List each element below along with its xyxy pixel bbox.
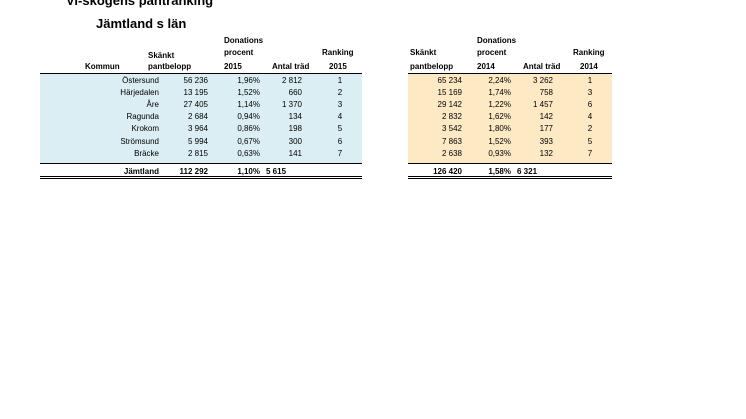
bottom-rule-2015-b	[40, 178, 362, 179]
header-ranking-2015-line1: Ranking	[322, 48, 354, 57]
cell-skankt-2015: 3 964	[187, 124, 208, 134]
cell-antal-2015: 2 812	[281, 76, 302, 85]
header-skankt-2015-line1: Skänkt	[148, 51, 175, 60]
cell-ranking-2015: 7	[337, 148, 343, 158]
header-skankt-2015-line2: pantbelopp	[148, 62, 192, 71]
cell-kommun: Härjedalen	[120, 88, 159, 98]
header-skankt-2014-line1: Skänkt	[410, 48, 437, 57]
header-procent-2015-line2: procent	[224, 48, 254, 57]
header-ranking-2015-line2: 2015	[329, 62, 347, 71]
page-title: Vi-skogens pantranking	[66, 0, 214, 8]
cell-antal-2015: 300	[288, 136, 302, 146]
header-ranking-2014-line2: 2014	[580, 62, 598, 71]
cell-ranking-2014: 1	[587, 76, 593, 85]
header-rule-2014	[408, 73, 612, 74]
bottom-rule-2015-a	[40, 176, 362, 177]
cell-skankt-2014: 29 142	[437, 100, 462, 110]
data-band-2014	[408, 74, 612, 163]
cell-skankt-2014: 65 234	[437, 76, 462, 85]
total-kommun: Jämtland	[123, 167, 159, 176]
total-antal-2014: 6 321	[517, 167, 538, 176]
cell-antal-2015: 1 370	[281, 100, 302, 110]
cell-ranking-2014: 3	[587, 88, 593, 98]
cell-procent-2014: 1,52%	[488, 136, 511, 146]
cell-procent-2015: 0,86%	[237, 124, 260, 134]
header-rule-2015	[40, 73, 362, 74]
cell-procent-2014: 2,24%	[488, 76, 511, 85]
cell-procent-2014: 1,80%	[488, 124, 511, 134]
cell-ranking-2015: 6	[337, 136, 343, 146]
cell-skankt-2015: 5 994	[187, 136, 208, 146]
header-procent-2014-line2: procent	[477, 48, 507, 57]
page-subtitle: Jämtland s län	[96, 16, 187, 31]
cell-ranking-2014: 2	[587, 124, 593, 134]
cell-antal-2015: 141	[288, 148, 302, 158]
header-procent-2014-line3: 2014	[477, 62, 495, 71]
cell-procent-2015: 0,94%	[237, 112, 260, 122]
cell-skankt-2015: 13 195	[183, 88, 208, 98]
cell-procent-2014: 1,74%	[488, 88, 511, 98]
header-kommun: Kommun	[85, 62, 120, 71]
cell-skankt-2014: 2 638	[441, 148, 462, 158]
cell-antal-2015: 198	[288, 124, 302, 134]
cell-ranking-2014: 5	[587, 136, 593, 146]
cell-skankt-2014: 7 863	[441, 136, 462, 146]
data-band-2015	[40, 74, 362, 163]
bottom-rule-2014-b	[408, 178, 612, 179]
cell-procent-2015: 1,52%	[237, 88, 260, 98]
cell-ranking-2015: 4	[337, 112, 343, 122]
cell-ranking-2014: 4	[587, 112, 593, 122]
cell-skankt-2014: 15 169	[437, 88, 462, 98]
header-antal-2014: Antal träd	[523, 62, 561, 71]
cell-procent-2014: 1,62%	[488, 112, 511, 122]
cell-ranking-2015: 3	[337, 100, 343, 110]
cell-kommun: Ragunda	[126, 112, 159, 122]
header-ranking-2014-line1: Ranking	[573, 48, 605, 57]
total-rule-2014	[408, 163, 612, 164]
cell-skankt-2015: 56 236	[183, 76, 208, 85]
cell-procent-2014: 0,93%	[488, 148, 511, 158]
cell-antal-2014: 393	[539, 136, 553, 146]
total-procent-2015: 1,10%	[237, 167, 260, 176]
cell-antal-2014: 142	[539, 112, 553, 122]
cell-ranking-2014: 6	[587, 100, 593, 110]
cell-kommun: Åre	[146, 100, 159, 110]
total-procent-2014: 1,58%	[488, 167, 511, 176]
cell-kommun: Östersund	[122, 76, 159, 85]
cell-ranking-2015: 2	[337, 88, 343, 98]
cell-ranking-2015: 5	[337, 124, 343, 134]
cell-kommun: Bräcke	[134, 148, 159, 158]
cell-procent-2015: 1,14%	[237, 100, 260, 110]
header-procent-2014-line1: Donations	[477, 36, 517, 45]
total-skankt-2014: 126 420	[433, 167, 462, 176]
total-antal-2015: 5 615	[266, 167, 287, 176]
header-procent-2015-line1: Donations	[224, 36, 264, 45]
bottom-rule-2014-a	[408, 176, 612, 177]
cell-antal-2014: 758	[539, 88, 553, 98]
cell-procent-2015: 0,67%	[237, 136, 260, 146]
cell-procent-2015: 0,63%	[237, 148, 260, 158]
cell-antal-2014: 3 262	[532, 76, 553, 85]
cell-skankt-2015: 2 815	[187, 148, 208, 158]
cell-skankt-2014: 2 832	[441, 112, 462, 122]
cell-antal-2014: 177	[539, 124, 553, 134]
header-antal-2015: Antal träd	[272, 62, 310, 71]
cell-antal-2014: 1 457	[532, 100, 553, 110]
cell-kommun: Strömsund	[120, 136, 159, 146]
cell-skankt-2014: 3 542	[441, 124, 462, 134]
cell-procent-2015: 1,96%	[237, 76, 260, 85]
cell-antal-2015: 660	[288, 88, 302, 98]
cell-skankt-2015: 2 684	[187, 112, 208, 122]
cell-antal-2014: 132	[539, 148, 553, 158]
cell-ranking-2015: 1	[337, 76, 343, 85]
cell-procent-2014: 1,22%	[488, 100, 511, 110]
cell-skankt-2015: 27 405	[183, 100, 208, 110]
cell-ranking-2014: 7	[587, 148, 593, 158]
total-skankt-2015: 112 292	[179, 167, 208, 176]
cell-antal-2015: 134	[288, 112, 302, 122]
header-skankt-2014-line2: pantbelopp	[410, 62, 454, 71]
header-procent-2015-line3: 2015	[224, 62, 242, 71]
cell-kommun: Krokom	[131, 124, 159, 134]
total-rule-2015	[40, 163, 362, 164]
